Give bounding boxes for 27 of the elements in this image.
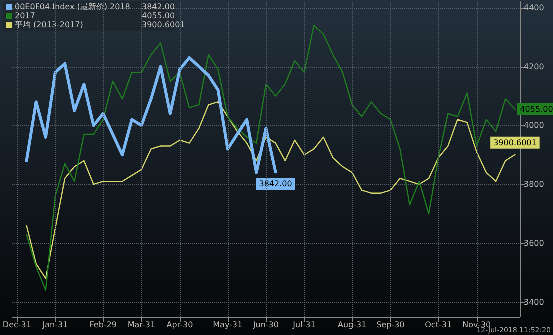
text: 3900.6001 <box>142 20 186 30</box>
x-tick-label: Oct-31 <box>425 320 452 330</box>
x-tick-label: Jun-30 <box>252 320 279 330</box>
x-tick-label: Nov-30 <box>462 320 492 330</box>
line-series <box>25 56 278 174</box>
y-tick-label: 3600 <box>524 238 544 248</box>
y-tick-label: 4000 <box>524 121 544 130</box>
x-tick-label: May-31 <box>213 320 243 330</box>
legend-label: 平均 (2013-2017) <box>15 20 84 30</box>
x-tick-label: Sep-30 <box>376 320 405 330</box>
x-tick-label: Jan-31 <box>42 320 68 330</box>
data-label: 4055.00 <box>520 104 553 114</box>
data-label: 3842.00 <box>259 180 292 189</box>
x-tick-label: Feb-29 <box>90 320 117 330</box>
x-tick-label: Mar-31 <box>128 320 156 330</box>
x-tick-label: Dec-31 <box>2 320 32 330</box>
x-tick-label: Apr-30 <box>166 320 194 330</box>
y-tick-label: 3800 <box>524 180 544 190</box>
x-tick-label: Jul-31 <box>292 320 316 330</box>
text: 4055.00 <box>142 12 176 20</box>
y-tick-label: 4400 <box>524 3 544 12</box>
y-tick-label: 3400 <box>524 298 544 307</box>
y-tick-label: 4200 <box>524 62 544 72</box>
legend-label: 00E0F04 Index (最新价) 2018 <box>15 2 130 12</box>
x-tick-label: Aug-31 <box>338 320 367 330</box>
data-label: 3900.6001 <box>494 138 537 148</box>
text: 3842.00 <box>142 2 176 12</box>
